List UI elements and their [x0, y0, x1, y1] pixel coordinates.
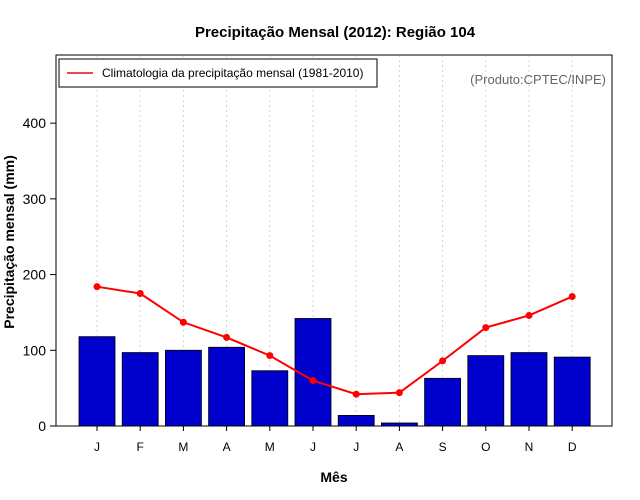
y-tick-label-0: 0	[38, 418, 46, 434]
climatology-point-1	[136, 290, 144, 297]
climatology-point-6	[352, 390, 360, 398]
climatology-point-2	[179, 318, 187, 326]
bars-group	[78, 318, 591, 427]
x-tick-label-7: A	[395, 440, 403, 454]
climatology-point-10	[525, 311, 533, 319]
bar-11	[553, 356, 591, 427]
y-tick-label-3: 300	[23, 191, 47, 207]
climatology-point-5	[309, 377, 317, 385]
x-tick-label-1: F	[137, 440, 144, 454]
chart-title: Precipitação Mensal (2012): Região 104	[195, 24, 476, 41]
bar-2	[164, 349, 202, 427]
x-tick-label-9: O	[481, 440, 490, 454]
climatology-line-group	[93, 283, 576, 398]
climatology-point-4	[266, 352, 274, 360]
y-tick-label-2: 200	[23, 267, 47, 283]
bar-1	[121, 352, 159, 427]
x-tick-label-5: J	[310, 440, 316, 454]
y-tick-label-1: 100	[23, 342, 47, 358]
x-tick-label-0: J	[94, 440, 100, 454]
x-tick-label-6: J	[353, 440, 359, 454]
climatology-point-3	[223, 333, 231, 341]
climatology-point-9	[482, 324, 490, 332]
x-tick-label-11: D	[568, 440, 577, 454]
climatology-point-7	[395, 389, 403, 397]
bar-3	[208, 346, 246, 427]
y-axis: 0 100 200 300 400	[23, 115, 56, 434]
x-tick-label-10: N	[525, 440, 534, 454]
legend-label-climatology: Climatologia da precipitação mensal (198…	[102, 66, 363, 80]
grid-lines	[96, 55, 573, 426]
climatology-point-8	[439, 357, 447, 365]
credit-text: (Produto:CPTEC/INPE)	[470, 72, 606, 87]
bar-9	[467, 355, 505, 427]
legend-box	[58, 58, 378, 88]
y-axis-label: Precipitação mensal (mm)	[1, 155, 17, 329]
bar-6	[337, 414, 375, 427]
bar-5	[294, 318, 332, 427]
climatology-point-0	[93, 283, 101, 291]
x-tick-label-4: M	[265, 440, 275, 454]
x-tick-label-3: A	[223, 440, 231, 454]
y-tick-label-4: 400	[23, 115, 47, 131]
bar-0	[78, 336, 116, 427]
climatology-line	[96, 285, 573, 396]
x-axis-label: Mês	[320, 469, 347, 485]
plot-frame	[55, 54, 613, 427]
bar-8	[424, 377, 462, 427]
climatology-point-11	[568, 293, 576, 301]
x-tick-label-2: M	[178, 440, 188, 454]
bar-4	[251, 370, 289, 427]
x-tick-label-8: S	[439, 440, 447, 454]
legend: Climatologia da precipitação mensal (198…	[58, 58, 378, 88]
bar-10	[510, 352, 548, 427]
